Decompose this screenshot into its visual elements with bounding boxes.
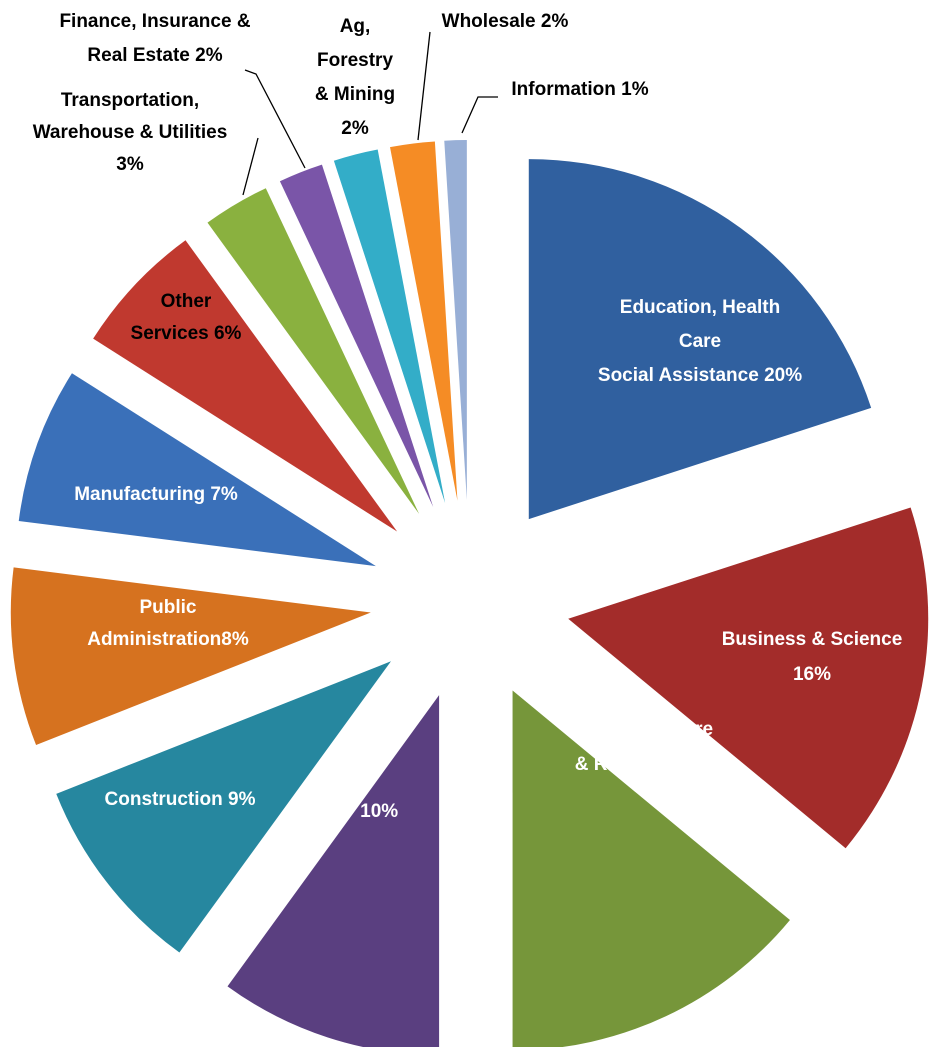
- pie-slice: [207, 188, 420, 514]
- leader-line: [461, 96, 498, 134]
- pie-slice: [18, 373, 376, 567]
- leader-line: [244, 69, 306, 169]
- slice-label: Education, Health Care Social Assistance 2…: [598, 297, 802, 386]
- pie-slice: [227, 695, 440, 1052]
- pie-slice: [10, 567, 371, 746]
- slice-label: Manufacturing 7%: [74, 484, 238, 505]
- slice-label: Business & Science 16%: [722, 629, 903, 685]
- pie-slice: [512, 690, 790, 1051]
- pie-slice: [56, 661, 391, 953]
- slice-label: Other Services 6%: [131, 291, 242, 344]
- pie-slice: [93, 240, 398, 532]
- slice-label: Wholesale 2%: [442, 11, 569, 32]
- slice-label: Retail 10%: [298, 801, 398, 822]
- pie-slice: [444, 140, 467, 501]
- pie-slice: [333, 149, 446, 504]
- slice-label: Ag, Forestry & Mining 2%: [315, 16, 395, 139]
- leader-lines: [242, 31, 498, 196]
- slice-label: Construction 9%: [105, 789, 256, 810]
- pie-slice: [568, 507, 929, 849]
- slice-label: Information 1%: [511, 79, 648, 100]
- slice-label: Arts, Leisure & Recreation 14%: [575, 719, 736, 775]
- slice-label: Transportation, Warehouse & Utilities 3%: [33, 90, 228, 175]
- leader-line: [242, 137, 259, 196]
- slices: [10, 140, 929, 1052]
- pie-slice: [279, 164, 434, 508]
- pie-slice: [528, 159, 872, 520]
- labels: Education, Health Care Social Assistance 2…: [33, 11, 903, 822]
- leader-line: [417, 31, 431, 141]
- slice-label: Public Administration8%: [87, 597, 249, 650]
- pie-slice: [390, 141, 458, 501]
- slice-label: Finance, Insurance & Real Estate 2%: [59, 11, 250, 66]
